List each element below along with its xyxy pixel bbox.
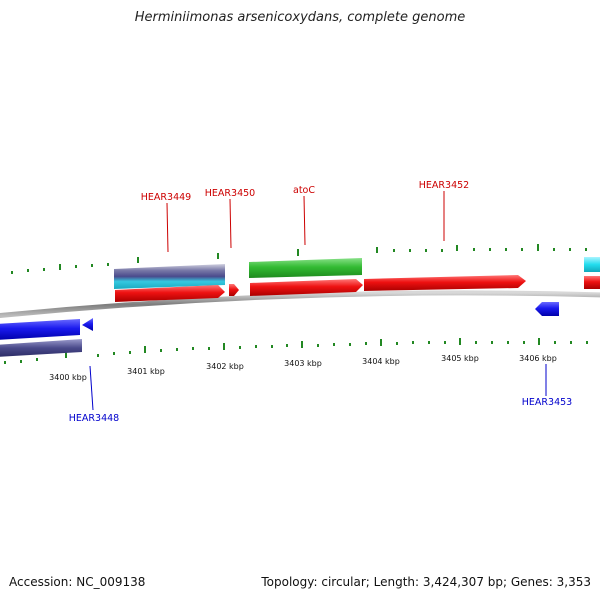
tick-label-3406: 3406 kbp bbox=[519, 354, 557, 363]
leader-hear3450 bbox=[229, 198, 232, 249]
leader-atoc bbox=[303, 195, 306, 246]
upper-tick-row bbox=[11, 244, 587, 274]
tick-label-3404: 3404 kbp bbox=[362, 357, 400, 366]
tick-label-3401: 3401 kbp bbox=[127, 367, 165, 376]
cds-hear3448-reverse-head[interactable] bbox=[82, 318, 93, 331]
cds-hear3449-forward[interactable] bbox=[115, 285, 225, 302]
accession-text: Accession: NC_009138 bbox=[9, 575, 146, 589]
cds-hear3452-forward[interactable] bbox=[364, 275, 526, 291]
cds-hear3450-forward[interactable] bbox=[229, 284, 239, 296]
gene-hear3449-feature[interactable] bbox=[114, 264, 225, 289]
cds-right-edge-forward[interactable] bbox=[584, 276, 600, 289]
cds-hear3453-reverse[interactable] bbox=[535, 302, 559, 316]
gene-right-edge-cyan-feature[interactable] bbox=[584, 257, 600, 272]
gene-atoc-feature[interactable] bbox=[249, 258, 362, 278]
gene-hear3448-feature[interactable] bbox=[0, 339, 82, 357]
gene-label-hear3452[interactable]: HEAR3452 bbox=[419, 180, 469, 191]
gene-label-hear3450[interactable]: HEAR3450 bbox=[205, 188, 255, 199]
topology-text: Topology: circular; Length: 3,424,307 bp… bbox=[261, 575, 591, 589]
map-title: Herminiimonas arsenicoxydans, complete g… bbox=[134, 10, 466, 25]
tick-label-3403: 3403 kbp bbox=[284, 359, 322, 368]
gene-label-atoc[interactable]: atoC bbox=[293, 185, 315, 196]
leader-hear3449 bbox=[166, 202, 169, 253]
cds-atoc-forward[interactable] bbox=[250, 279, 363, 296]
gene-label-hear3453[interactable]: HEAR3453 bbox=[522, 397, 572, 408]
genome-backbone bbox=[0, 290, 600, 319]
tick-label-3400: 3400 kbp bbox=[49, 373, 87, 382]
tick-label-3402: 3402 kbp bbox=[206, 362, 244, 371]
cds-hear3448-reverse[interactable] bbox=[0, 319, 80, 340]
tick-label-3405: 3405 kbp bbox=[441, 354, 479, 363]
gene-label-hear3449[interactable]: HEAR3449 bbox=[141, 192, 191, 203]
gene-label-hear3448[interactable]: HEAR3448 bbox=[69, 413, 119, 424]
leader-hear3448 bbox=[89, 365, 94, 411]
